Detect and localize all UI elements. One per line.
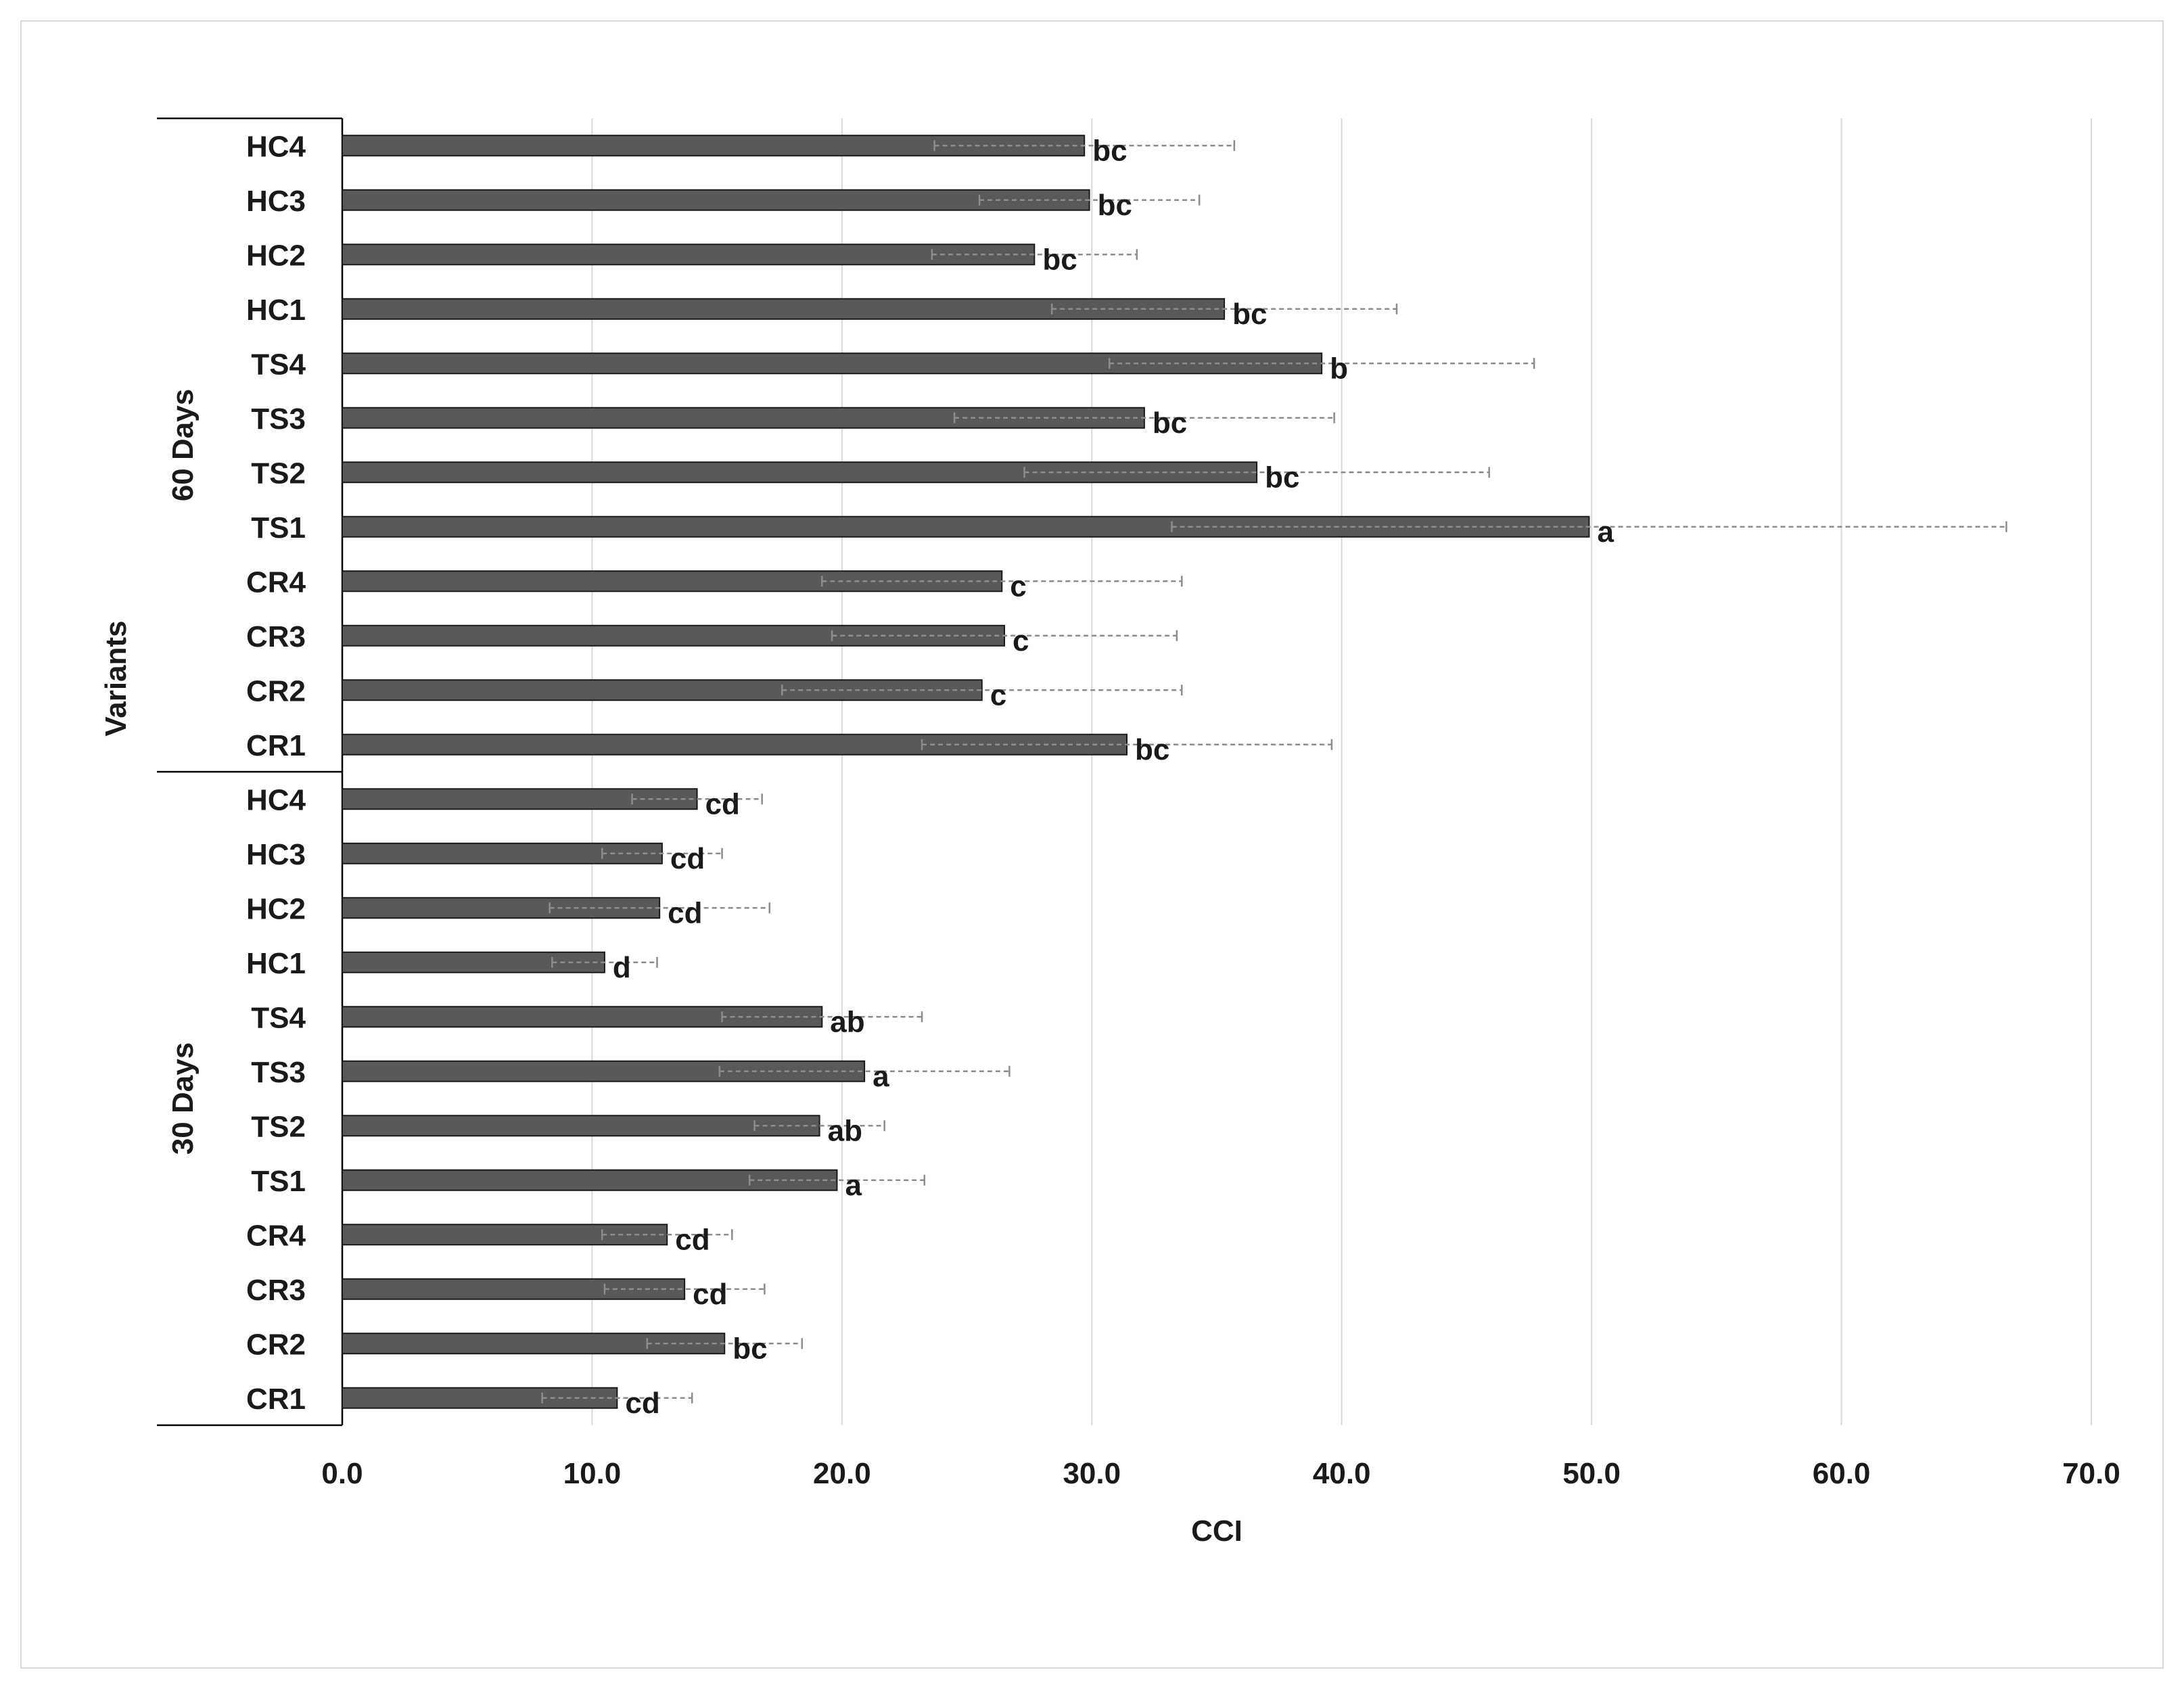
significance-letter: cd (668, 896, 702, 929)
significance-letter: bc (1232, 298, 1267, 331)
category-label: TS1 (251, 511, 306, 545)
bar (342, 842, 663, 864)
significance-letter: b (1330, 352, 1348, 385)
x-tick-label: 10.0 (563, 1457, 622, 1490)
significance-letter: bc (1265, 461, 1299, 494)
category-label: HC1 (246, 294, 306, 327)
significance-letter: c (1010, 570, 1026, 603)
x-tick-label: 50.0 (1562, 1457, 1621, 1490)
significance-letter: ab (828, 1114, 862, 1147)
category-label: TS1 (251, 1165, 306, 1198)
bar (342, 788, 698, 810)
significance-letter: cd (625, 1387, 659, 1420)
bar (342, 1169, 838, 1191)
category-label: HC2 (246, 892, 306, 925)
bar (342, 298, 1226, 320)
group-label: 30 Days (166, 1042, 200, 1155)
group-label: 60 Days (166, 389, 200, 501)
x-tick-label: 30.0 (1063, 1457, 1121, 1490)
bar (342, 1115, 820, 1137)
bar (342, 407, 1145, 429)
significance-letter: cd (670, 842, 705, 875)
significance-letter: bc (1098, 189, 1132, 222)
category-label: HC3 (246, 185, 306, 218)
category-label: CR1 (246, 1383, 306, 1416)
y-axis-title: Variants (99, 620, 133, 736)
significance-letter: bc (1092, 134, 1127, 167)
significance-letter: cd (693, 1278, 727, 1311)
bar (342, 135, 1086, 157)
significance-letter: a (845, 1169, 862, 1202)
category-label: TS2 (251, 1110, 306, 1143)
category-label: HC2 (246, 239, 306, 272)
category-label: CR3 (246, 620, 306, 653)
significance-letter: c (1013, 624, 1029, 657)
bar (342, 1278, 686, 1300)
significance-letter: a (873, 1060, 889, 1093)
bar (342, 733, 1128, 756)
x-axis-title: CCI (1191, 1514, 1242, 1548)
significance-letter: bc (1153, 407, 1187, 440)
category-label: HC1 (246, 947, 306, 980)
category-label: HC4 (246, 130, 306, 163)
x-tick-label: 40.0 (1313, 1457, 1371, 1490)
significance-letter: ab (830, 1005, 864, 1038)
bar (342, 679, 983, 701)
bar (342, 189, 1090, 211)
category-label: TS4 (251, 348, 306, 381)
significance-letter: cd (675, 1223, 710, 1256)
x-tick-label: 0.0 (321, 1457, 363, 1490)
category-label: TS2 (251, 457, 306, 490)
category-label: TS3 (251, 402, 306, 436)
bar (342, 624, 1005, 647)
x-tick-label: 60.0 (1813, 1457, 1871, 1490)
x-tick-label: 20.0 (813, 1457, 871, 1490)
category-label: CR4 (246, 1219, 306, 1252)
category-label: HC3 (246, 838, 306, 871)
category-label: HC4 (246, 783, 306, 816)
category-label: CR1 (246, 729, 306, 762)
category-label: TS3 (251, 1056, 306, 1089)
bar (342, 570, 1003, 593)
bar (342, 244, 1036, 266)
bar (342, 897, 661, 919)
category-label: TS4 (251, 1001, 306, 1034)
significance-letter: cd (705, 787, 740, 820)
significance-letter: bc (1135, 733, 1169, 766)
category-label: CR3 (246, 1274, 306, 1307)
significance-letter: bc (733, 1332, 767, 1365)
significance-letter: bc (1042, 243, 1077, 276)
category-label: CR2 (246, 1328, 306, 1361)
bar (342, 1333, 726, 1355)
significance-letter: d (613, 951, 631, 984)
x-tick-label: 70.0 (2062, 1457, 2120, 1490)
bar (342, 951, 605, 973)
bar (342, 461, 1258, 484)
bar (342, 1387, 618, 1409)
significance-letter: c (990, 678, 1006, 712)
category-label: CR2 (246, 674, 306, 708)
category-label: CR4 (246, 565, 306, 599)
significance-letter: a (1597, 515, 1614, 549)
